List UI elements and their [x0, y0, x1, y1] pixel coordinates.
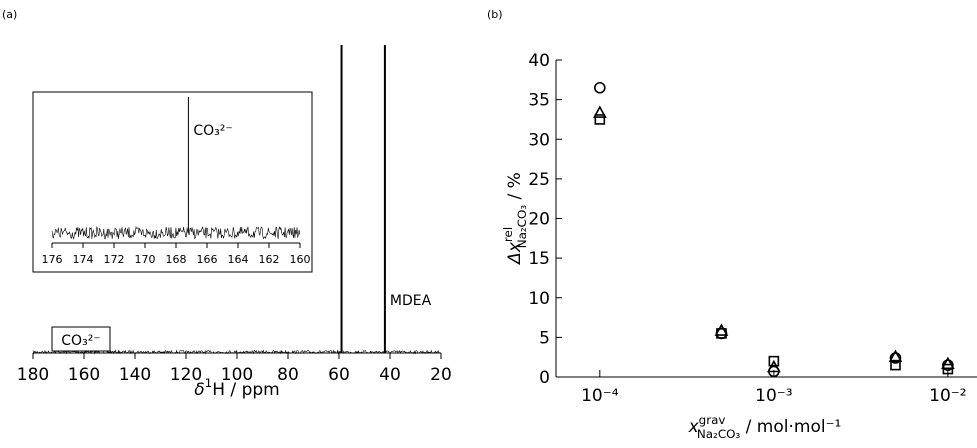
marker-triangle — [592, 105, 607, 118]
inset-x-tick-label: 170 — [135, 253, 156, 266]
panel-label: (b) — [487, 8, 503, 21]
label-main: Δx — [505, 241, 525, 266]
label-main: x — [688, 417, 700, 437]
x-tick-label: 10⁻⁴ — [581, 386, 619, 406]
y-tick-label: 15 — [528, 249, 550, 269]
inset-peak-label: CO₃²⁻ — [193, 123, 232, 139]
marker-square — [768, 355, 780, 367]
x-tick-label: 120 — [170, 365, 202, 385]
inset-x-tick-label: 162 — [259, 253, 280, 266]
y-tick-label: 20 — [528, 210, 550, 230]
inset-x-tick-label: 176 — [42, 253, 63, 266]
y-tick-label: 5 — [539, 328, 550, 348]
marker-square — [716, 328, 727, 339]
marker-triangle — [714, 323, 729, 336]
inset-x-tick-label: 172 — [104, 253, 125, 266]
marker-circle — [594, 81, 606, 94]
marker-triangle — [766, 359, 781, 373]
y-tick-label: 30 — [528, 130, 550, 150]
axis-label: δ1H / ppm — [194, 376, 279, 400]
panel-label: (a) — [2, 8, 17, 21]
x-tick-label: 100 — [221, 365, 253, 385]
marker-square — [890, 359, 901, 371]
marker-square — [942, 363, 954, 375]
label-sup: rel — [501, 227, 515, 242]
x-tick-label: 10⁻³ — [755, 386, 792, 406]
annotation-label: CO₃²⁻ — [61, 333, 100, 349]
label-rest: / % — [505, 172, 525, 205]
y-tick-label: 35 — [528, 91, 550, 111]
inset-x-tick-label: 166 — [197, 253, 218, 266]
axis-label: ΔxrelNa₂CO₃ / % — [501, 172, 529, 266]
peak-label: MDEA — [390, 293, 432, 309]
x-tick-label: 180 — [17, 365, 49, 385]
label-main: δ — [194, 380, 204, 400]
label-rest: / mol·mol⁻¹ — [740, 417, 841, 437]
y-tick-label: 40 — [528, 51, 550, 71]
x-tick-label: 140 — [119, 365, 151, 385]
marker-circle — [889, 352, 902, 364]
annotation-box — [51, 326, 111, 352]
inset-x-tick-label: 160 — [290, 253, 311, 266]
label-sub: Na₂CO₃ — [515, 205, 529, 249]
inset-x-tick-label: 174 — [73, 253, 94, 266]
x-tick-label: 40 — [379, 365, 401, 385]
y-tick-label: 10 — [528, 289, 550, 309]
inset-x-tick-label: 164 — [228, 253, 249, 266]
baseline-noise — [32, 349, 441, 355]
x-tick-label: 20 — [430, 365, 452, 385]
label-sub: Na₂CO₃ — [697, 427, 741, 441]
x-tick-label: 10⁻² — [929, 386, 966, 406]
x-tick-label: 80 — [277, 365, 299, 385]
axis-label: xgrav Na₂CO₃ / mol·mol⁻¹ — [688, 413, 842, 441]
label-sup: grav — [699, 413, 726, 427]
marker-square — [594, 114, 606, 125]
marker-triangle — [941, 356, 955, 370]
inset-x-tick-label: 168 — [166, 253, 187, 266]
y-tick-label: 25 — [528, 170, 550, 190]
y-tick-label: 0 — [539, 368, 550, 388]
label-sup: 1 — [205, 376, 213, 390]
x-tick-label: 60 — [328, 365, 350, 385]
x-tick-label: 160 — [68, 365, 100, 385]
label-rest: H / ppm — [212, 380, 279, 400]
inset-frame — [32, 91, 313, 273]
inset-noise — [51, 225, 301, 240]
